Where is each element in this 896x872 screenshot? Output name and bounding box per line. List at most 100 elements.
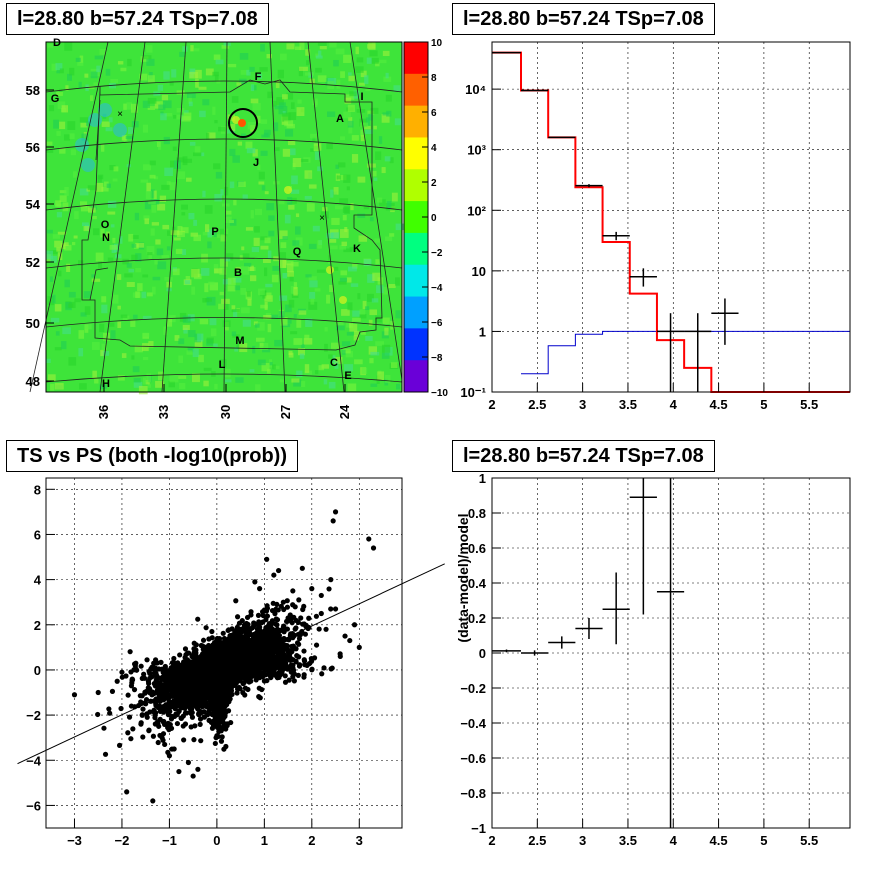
map-pixel — [204, 283, 209, 293]
map-pixel — [224, 186, 229, 196]
map-pixel — [75, 57, 81, 62]
map-pixel — [163, 326, 168, 335]
map-pixel — [386, 201, 392, 210]
map-pixel — [193, 48, 200, 52]
map-pixel — [150, 228, 155, 236]
map-pixel — [267, 323, 272, 333]
map-pixel — [306, 60, 310, 66]
map-pixel — [146, 58, 155, 66]
map-pixel — [126, 263, 132, 268]
map-pixel — [357, 293, 361, 300]
map-pixel — [158, 371, 165, 381]
map-pixel — [126, 282, 135, 287]
scatter-point — [131, 687, 138, 693]
map-pixel — [241, 246, 245, 251]
map-pixel — [246, 147, 256, 154]
map-pixel — [147, 106, 156, 110]
map-pixel — [352, 310, 361, 317]
map-pixel — [310, 133, 318, 139]
map-pixel — [117, 61, 124, 65]
map-pixel — [365, 335, 373, 341]
map-pixel — [188, 101, 193, 107]
map-pixel — [223, 368, 231, 378]
map-cool-spot — [81, 158, 95, 172]
scatter-point — [236, 643, 242, 649]
map-pixel — [319, 46, 327, 50]
scatter-point — [147, 690, 153, 696]
map-pixel — [99, 323, 105, 333]
map-region-label: L — [219, 359, 226, 371]
map-pixel — [243, 262, 252, 267]
scatter-point — [281, 606, 287, 613]
map-pixel — [159, 195, 167, 203]
scatter-point — [214, 698, 220, 704]
map-pixel — [346, 186, 350, 191]
map-pixel — [239, 343, 248, 353]
map-pixel — [249, 369, 255, 373]
map-pixel — [142, 356, 149, 361]
scatter-point — [210, 644, 216, 650]
map-pixel — [139, 73, 148, 81]
map-pixel — [261, 185, 266, 191]
map-y-tick-label: 58 — [26, 83, 40, 98]
map-y-tick-label: 50 — [26, 316, 40, 331]
scatter-point — [300, 606, 306, 613]
scatter-point — [208, 658, 214, 664]
map-pixel — [293, 379, 302, 387]
map-pixel — [267, 91, 274, 99]
scatter-point — [218, 738, 225, 744]
scatter-point — [286, 637, 292, 643]
map-pixel — [149, 174, 156, 179]
map-pixel — [161, 94, 169, 101]
scatter-point — [248, 609, 254, 615]
map-pixel — [250, 265, 254, 272]
map-pixel — [158, 104, 166, 111]
scatter-point — [257, 634, 263, 640]
map-footprint — [81, 79, 383, 351]
colorbar-tick-label: −4 — [431, 283, 443, 294]
scatter-point — [275, 607, 281, 613]
map-pixel — [226, 210, 232, 215]
map-pixel — [213, 163, 221, 170]
scatter-point — [193, 642, 199, 648]
map-pixel — [288, 204, 295, 210]
scatter-point — [206, 681, 213, 688]
map-warm-spot — [339, 296, 347, 304]
scatter-point — [130, 726, 136, 732]
map-pixel — [197, 333, 204, 342]
map-pixel — [146, 45, 153, 53]
map-pixel — [395, 223, 405, 231]
map-pixel — [232, 155, 240, 163]
map-pixel — [178, 355, 184, 363]
map-pixel — [142, 274, 149, 278]
map-pixel — [250, 275, 257, 282]
scatter-point — [239, 618, 245, 624]
scatter-point — [137, 693, 143, 699]
map-pixel — [56, 70, 61, 74]
map-pixel — [385, 236, 393, 242]
map-pixel — [272, 100, 277, 107]
map-pixel — [365, 129, 373, 134]
map-pixel — [164, 276, 173, 281]
scatter-point — [227, 696, 233, 702]
map-pixel — [260, 43, 265, 52]
scatter-point — [292, 626, 298, 632]
map-pixel — [187, 347, 195, 353]
scatter-point — [201, 714, 207, 720]
map-pixel — [117, 321, 122, 329]
map-pixel — [205, 68, 214, 76]
map-pixel — [67, 121, 76, 131]
map-pixel — [79, 188, 89, 196]
map-pixel — [117, 375, 125, 381]
map-pixel — [174, 237, 181, 241]
map-pixel — [182, 324, 190, 331]
scatter-point — [205, 642, 212, 649]
map-pixel — [260, 119, 268, 124]
scatter-point — [157, 716, 163, 722]
map-pixel — [242, 319, 251, 327]
spectrum-y-tick-label: 1 — [479, 324, 486, 339]
map-meridian — [223, 41, 228, 393]
map-pixel — [258, 181, 265, 185]
map-pixel — [142, 315, 152, 320]
map-pixel — [54, 347, 62, 351]
